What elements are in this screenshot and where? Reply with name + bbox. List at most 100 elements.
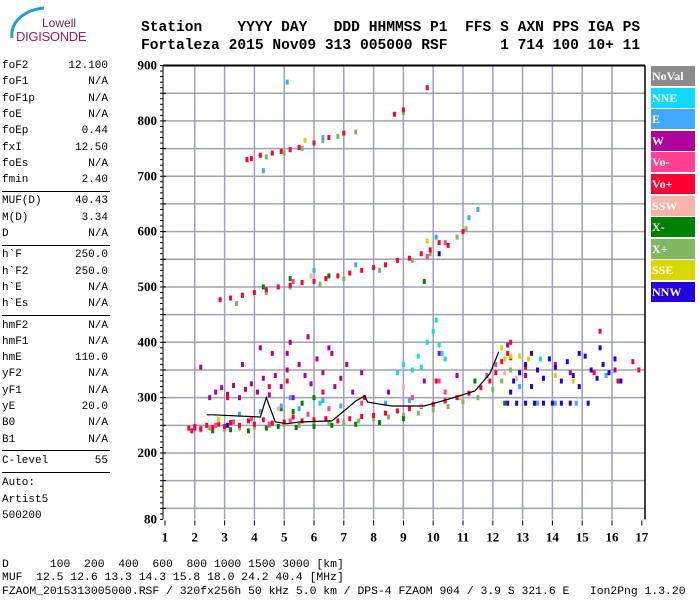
echo-point-voplus	[300, 418, 304, 424]
x-tick-label: 15	[576, 529, 590, 544]
echo-point-voplus	[246, 418, 250, 424]
echo-point-w	[437, 350, 441, 356]
echo-point-voplus	[384, 410, 388, 416]
logo-text-digisonde: DIGISONDE	[16, 29, 87, 44]
echo-point-sse	[527, 356, 531, 362]
echo-point-nnw	[577, 350, 581, 356]
parameter-name: C-level	[2, 454, 49, 467]
parameter-row: hmE 110.0	[2, 352, 108, 366]
echo-point-nne	[431, 328, 435, 334]
y-tick-label: 800	[138, 113, 158, 128]
echo-point-voplus	[342, 130, 346, 136]
echo-point-nne	[410, 367, 414, 373]
echo-point-xplus	[252, 424, 256, 430]
echo-point-voplus	[506, 350, 510, 356]
echo-point-e	[279, 403, 283, 409]
echo-point-w	[255, 389, 259, 395]
echo-point-xplus	[461, 399, 465, 405]
echo-point-nnw	[598, 345, 602, 351]
parameter-row: D N/A	[2, 228, 108, 242]
echo-point-sse	[571, 378, 575, 384]
parameter-name: foF2	[2, 60, 29, 72]
echo-point-nnw	[524, 361, 528, 367]
logo-arc-icon	[10, 6, 45, 39]
echo-point-sse	[303, 137, 307, 143]
echo-point-voplus	[270, 420, 274, 426]
echo-point-xminus	[288, 276, 292, 282]
echo-point-vominus	[214, 422, 218, 428]
parameters-panel: foF2 12.100 foF1 N/A foF1p N/A foE N/A foEp 0.44 f…	[2, 60, 110, 530]
echo-point-vominus	[327, 406, 331, 412]
echo-point-nnw	[589, 367, 593, 373]
echo-point-xminus	[503, 400, 507, 406]
echo-point-nnw	[607, 370, 611, 376]
x-tick-label: 4	[251, 529, 258, 544]
echo-point-xminus	[279, 406, 283, 412]
echo-point-nnw	[512, 378, 516, 384]
separator	[2, 450, 110, 452]
echo-point-w	[315, 356, 319, 362]
echo-point-xminus	[246, 428, 250, 434]
echo-point-voplus	[434, 378, 438, 384]
parameter-row: h`Es N/A	[2, 298, 108, 312]
parameter-row: h`F 250.0	[2, 249, 108, 263]
echo-point-voplus	[270, 150, 274, 156]
echo-point-voplus	[312, 417, 316, 423]
echo-point-xplus	[357, 418, 361, 424]
echo-point-voplus	[238, 422, 241, 428]
echo-point-xplus	[354, 129, 358, 135]
parameter-value: N/A	[88, 76, 108, 89]
parameter-row: M(D) 3.34	[2, 212, 108, 226]
echo-point-xminus	[354, 421, 358, 427]
echo-point-voplus	[637, 367, 641, 373]
parameter-value: N/A	[88, 157, 108, 170]
echo-point-voplus	[223, 423, 227, 429]
parameter-name: B1	[2, 433, 16, 446]
parameter-name: yF1	[2, 384, 22, 397]
echo-point-e	[312, 267, 316, 273]
echo-point-e	[354, 262, 358, 268]
x-tick-label: 11	[457, 529, 469, 544]
parameter-row: yF1 N/A	[2, 385, 108, 399]
echo-point-voplus	[616, 378, 620, 384]
parameter-row: hmF2 N/A	[2, 320, 108, 334]
echo-point-nnw	[577, 384, 581, 390]
parameter-row: foF2 12.100	[2, 60, 108, 74]
echo-point-e	[434, 234, 438, 240]
legend-item: E	[651, 109, 695, 130]
echo-point-voplus	[187, 425, 191, 431]
echo-point-ssw	[503, 370, 507, 376]
echo-point-nne	[538, 356, 542, 362]
echo-point-w	[297, 361, 301, 367]
parameter-row: B1 N/A	[2, 434, 108, 448]
echo-point-voplus	[446, 242, 450, 248]
echo-point-nnw	[613, 356, 617, 362]
parameter-row: hmF1 N/A	[2, 336, 108, 350]
echo-point-nnw	[541, 375, 545, 381]
echo-point-voplus	[500, 359, 504, 365]
echo-point-e	[321, 135, 325, 141]
echo-point-nnw	[571, 373, 575, 379]
legend-item: NoVal	[651, 66, 695, 86]
echo-point-voplus	[553, 361, 557, 367]
parameter-value: N/A	[88, 417, 108, 430]
hf-trace-line	[206, 351, 500, 425]
echo-point-xminus	[276, 423, 280, 429]
x-tick-label: 17	[635, 529, 649, 544]
echo-point-vominus	[288, 418, 292, 424]
echo-point-w	[327, 345, 331, 351]
echo-point-xplus	[318, 281, 322, 287]
echo-point-w	[568, 370, 572, 376]
echo-point-e	[238, 411, 241, 417]
echo-point-xplus	[372, 416, 376, 422]
echo-point-voplus	[401, 107, 405, 113]
echo-point-voplus	[360, 413, 364, 419]
echo-point-voplus	[384, 262, 388, 268]
echo-point-vominus	[360, 400, 364, 406]
echo-point-vominus	[249, 416, 253, 422]
echo-point-xplus	[500, 378, 504, 384]
echo-point-nnw	[547, 356, 551, 362]
y-tick-label: 900	[138, 58, 158, 73]
x-tick-label: 5	[281, 529, 288, 544]
